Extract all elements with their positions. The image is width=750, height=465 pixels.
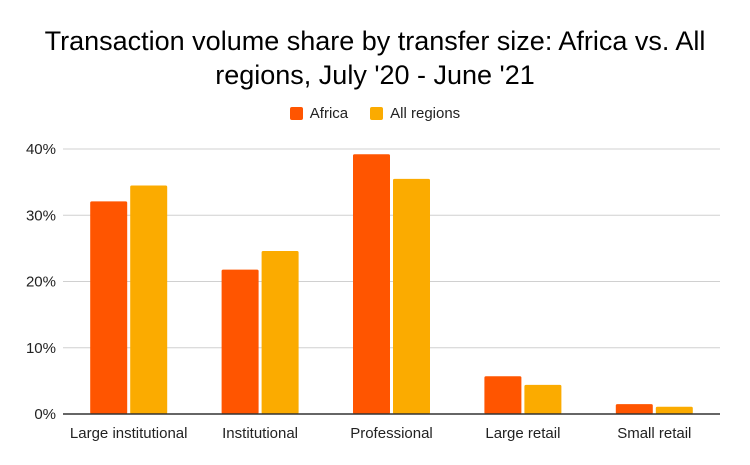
- bar-africa: [615, 404, 653, 414]
- x-tick-label: Small retail: [617, 425, 691, 442]
- legend-label-all-regions: All regions: [390, 105, 461, 122]
- chart-title-line-1: Transaction volume share by transfer siz…: [44, 26, 706, 56]
- legend-item-all-regions: All regions: [370, 105, 460, 122]
- bar-all-regions: [261, 251, 299, 414]
- bar-all-regions: [655, 406, 693, 414]
- x-tick-label: Professional: [350, 425, 433, 442]
- legend-item-africa: Africa: [289, 105, 349, 122]
- x-tick-label: Large institutional: [70, 425, 188, 442]
- y-tick-label: 30%: [26, 207, 56, 224]
- legend-swatch-africa: [289, 107, 303, 120]
- bar-africa: [353, 154, 390, 415]
- y-tick-label: 10%: [26, 340, 56, 357]
- bar-all-regions: [524, 384, 562, 414]
- legend-label-africa: Africa: [309, 105, 349, 122]
- y-tick-label: 20%: [26, 274, 56, 291]
- x-tick-label: Large retail: [485, 425, 560, 442]
- bar-all-regions: [393, 178, 430, 414]
- bar-africa: [90, 201, 128, 414]
- chart-title-line-2: regions, July '20 - June '21: [215, 60, 535, 90]
- chart-title: Transaction volume share by transfer siz…: [0, 24, 750, 92]
- bar-africa: [221, 269, 259, 414]
- y-tick-label: 0%: [34, 406, 56, 423]
- bar-africa: [484, 376, 522, 414]
- x-tick-label: Institutional: [222, 425, 298, 442]
- legend: Africa All regions: [0, 105, 750, 122]
- y-tick-label: 40%: [26, 141, 56, 158]
- legend-swatch-all-regions: [370, 107, 384, 120]
- bar-all-regions: [130, 185, 168, 414]
